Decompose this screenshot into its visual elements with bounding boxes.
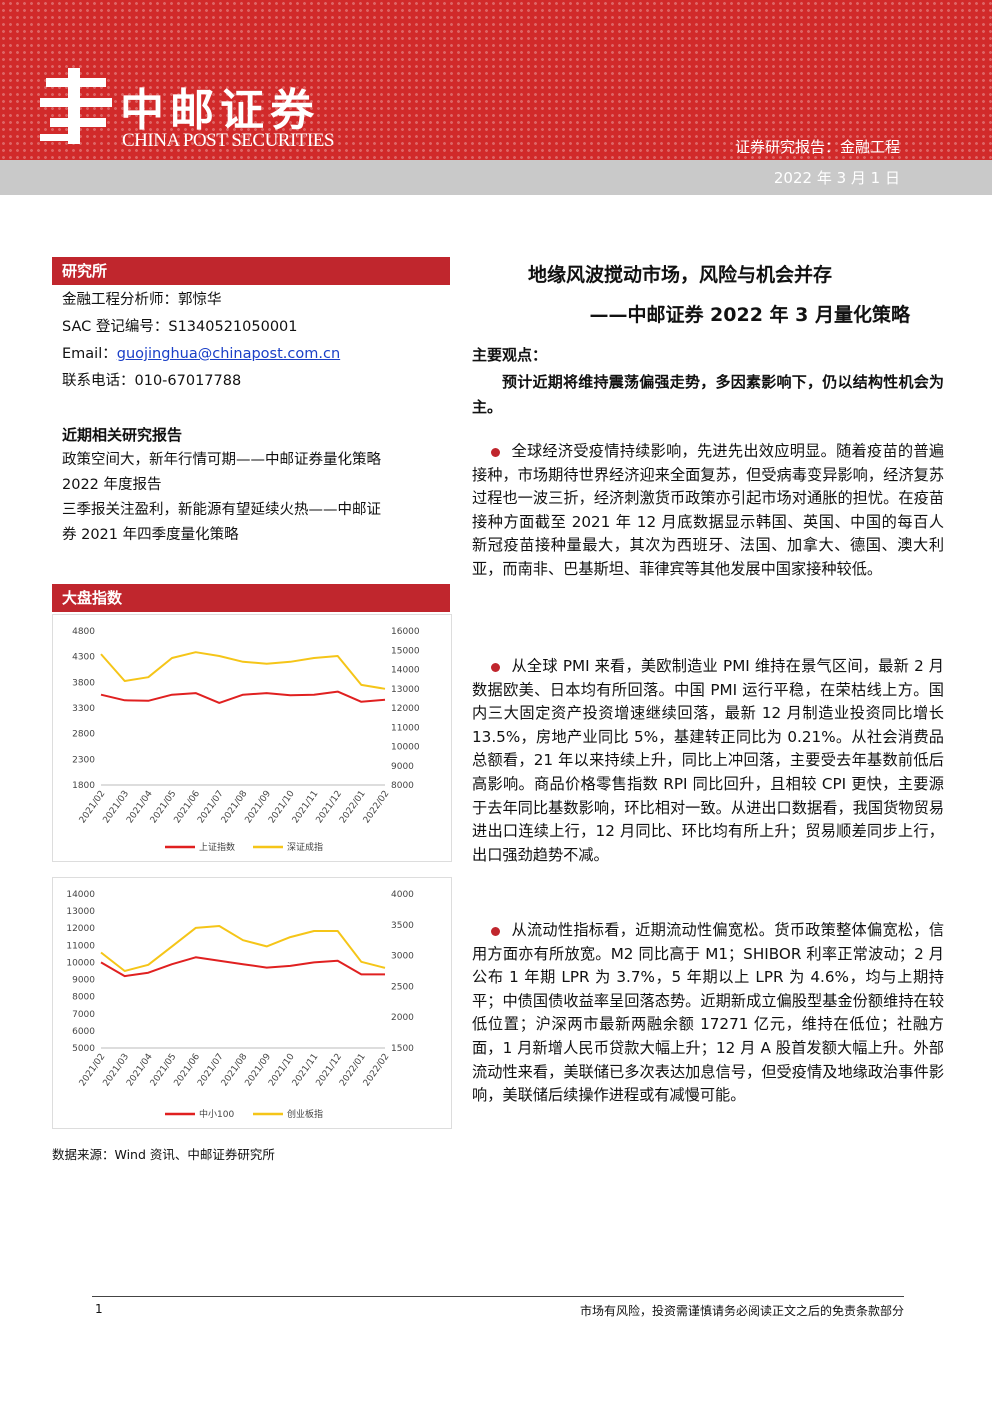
index-chart-sme-chinext: 5000 6000 7000 8000 9000 10000 11000 12000 13000… (66, 890, 414, 1120)
bullet-icon (491, 448, 500, 457)
y-tick-label-right: 8000 (391, 781, 414, 791)
sac-line: SAC 登记编号：S1340521050001 (62, 319, 298, 335)
data-source: 数据来源：Wind 资讯、中邮证券研究所 (52, 1147, 275, 1162)
brand-name-cn: 中邮证券 (120, 85, 320, 136)
research-info: 研究所 金融工程分析师：郭惊华 SAC 登记编号：S1340521050001 … (52, 257, 450, 395)
view-paragraph-2: 从全球 PMI 来看，美欧制造业 PMI 维持在景气区间，最新 2 月数据欧美、… (472, 655, 944, 867)
y-tick-label-left: 4300 (72, 653, 95, 663)
y-tick-label-right: 3000 (391, 952, 414, 962)
legend-label: 深证成指 (287, 841, 323, 853)
y-tick-label-left: 14000 (66, 890, 95, 900)
analyst-line: 金融工程分析师：郭惊华 (62, 292, 222, 308)
related-line[interactable]: 三季报关注盈利，新能源有望延续火热——中邮证 (62, 502, 381, 518)
report-title: 地缘风波搅动市场，风险与机会并存 (528, 264, 833, 286)
views-heading: 主要观点： (472, 346, 548, 364)
email-label: Email： (62, 346, 117, 362)
series-line-2 (100, 925, 386, 972)
paragraph-text: 全球经济受疫情持续影响，先进先出效应明显。随着疫苗的普遍接种，市场期待世界经济迎… (472, 442, 944, 578)
y-tick-label-left: 5000 (72, 1044, 95, 1054)
y-tick-label-left: 1800 (72, 781, 95, 791)
y-tick-label-right: 16000 (391, 627, 420, 637)
y-tick-label-left: 7000 (72, 1010, 95, 1020)
email-line: Email：guojinghua@chinapost.com.cn (52, 341, 450, 368)
index-heading: 大盘指数 (52, 584, 450, 612)
y-tick-label-left: 2300 (72, 755, 95, 765)
view-paragraph-1: 全球经济受疫情持续影响，先进先出效应明显。随着疫苗的普遍接种，市场期待世界经济迎… (472, 440, 944, 582)
related-line[interactable]: 政策空间大，新年行情可期——中邮证券量化策略 (62, 452, 381, 468)
report-subtitle: ——中邮证券 2022 年 3 月量化策略 (589, 304, 910, 326)
y-tick-label-right: 1500 (391, 1044, 414, 1054)
y-tick-label-left: 8000 (72, 993, 95, 1003)
view-paragraph-3: 从流动性指标看，近期流动性偏宽松。货币政策整体偏宽松，信用方面亦有所放宽。M2 … (472, 919, 944, 1108)
research-heading: 研究所 (52, 257, 450, 285)
footer-disclaimer: 市场有风险，投资需谨慎请务必阅读正文之后的免责条款部分 (579, 1304, 904, 1318)
y-tick-label-left: 6000 (72, 1027, 95, 1037)
y-tick-label-right: 11000 (391, 723, 420, 733)
y-tick-label-left: 3300 (72, 704, 95, 714)
y-tick-label-right: 2500 (391, 982, 414, 992)
legend-label: 中小100 (199, 1108, 234, 1120)
y-tick-label-right: 10000 (391, 743, 420, 753)
views-summary: 预计近期将维持震荡偏强走势，多因素影响下，仍以结构性机会为主。 (472, 373, 944, 416)
y-tick-label-left: 10000 (66, 958, 95, 968)
legend-label: 创业板指 (287, 1108, 323, 1120)
paragraph-text: 从流动性指标看，近期流动性偏宽松。货币政策整体偏宽松，信用方面亦有所放宽。M2 … (472, 921, 944, 1105)
bullet-icon (491, 663, 500, 672)
related-line[interactable]: 券 2021 年四季度量化策略 (62, 527, 239, 543)
series-line-2 (100, 651, 386, 690)
report-type: 证券研究报告：金融工程 (734, 138, 900, 156)
series-line-1 (100, 956, 385, 978)
y-tick-label-left: 13000 (66, 907, 95, 917)
y-tick-label-left: 2800 (72, 730, 95, 740)
paragraph-text: 从全球 PMI 来看，美欧制造业 PMI 维持在景气区间，最新 2 月数据欧美、… (472, 657, 944, 864)
legend-label: 上证指数 (199, 841, 235, 853)
y-tick-label-left: 3800 (72, 678, 95, 688)
related-line[interactable]: 2022 年度报告 (62, 477, 162, 493)
y-tick-label-right: 13000 (391, 685, 420, 695)
chart-box-2: 5000 6000 7000 8000 9000 10000 11000 12000 13000… (52, 877, 452, 1129)
date-bar: 2022 年 3 月 1 日 (0, 160, 992, 195)
email-link[interactable]: guojinghua@chinapost.com.cn (116, 346, 341, 362)
brand-name-en: CHINA POST SECURITIES (122, 130, 334, 151)
y-tick-label-right: 2000 (391, 1013, 414, 1023)
y-tick-label-right: 14000 (391, 666, 420, 676)
y-tick-label-left: 9000 (72, 976, 95, 986)
phone-line: 联系电话：010-67017788 (62, 373, 242, 389)
main-views: 主要观点： 预计近期将维持震荡偏强走势，多因素影响下，仍以结构性机会为主。 (472, 344, 944, 420)
report-date: 2022 年 3 月 1 日 (773, 169, 900, 187)
y-tick-label-left: 4800 (72, 627, 95, 637)
header-banner: 中邮证券 CHINA POST SECURITIES 证券研究报告：金融工程 (0, 0, 992, 160)
index-section: 大盘指数 (52, 584, 450, 612)
y-tick-label-right: 12000 (391, 704, 420, 714)
y-tick-label-right: 15000 (391, 646, 420, 656)
china-post-logo-icon (40, 68, 112, 144)
chart-box-1: 1800 2300 2800 3300 3800 4300 4800 8000 9000 1000… (52, 614, 452, 862)
y-tick-label-left: 11000 (66, 941, 95, 951)
bullet-icon (491, 927, 500, 936)
page-number: 1 (95, 1302, 103, 1316)
y-tick-label-right: 9000 (391, 762, 414, 772)
y-tick-label-left: 12000 (66, 924, 95, 934)
related-heading: 近期相关研究报告 (62, 426, 183, 444)
related-reports: 近期相关研究报告 政策空间大，新年行情可期——中邮证券量化策略 2022 年度报… (52, 424, 450, 548)
index-chart-shanghai-shenzhen: 1800 2300 2800 3300 3800 4300 4800 8000 9000 1000… (72, 627, 420, 853)
series-line-1 (100, 690, 386, 704)
y-tick-label-right: 3500 (391, 921, 414, 931)
y-tick-label-right: 4000 (391, 890, 414, 900)
footer-divider (92, 1296, 904, 1297)
